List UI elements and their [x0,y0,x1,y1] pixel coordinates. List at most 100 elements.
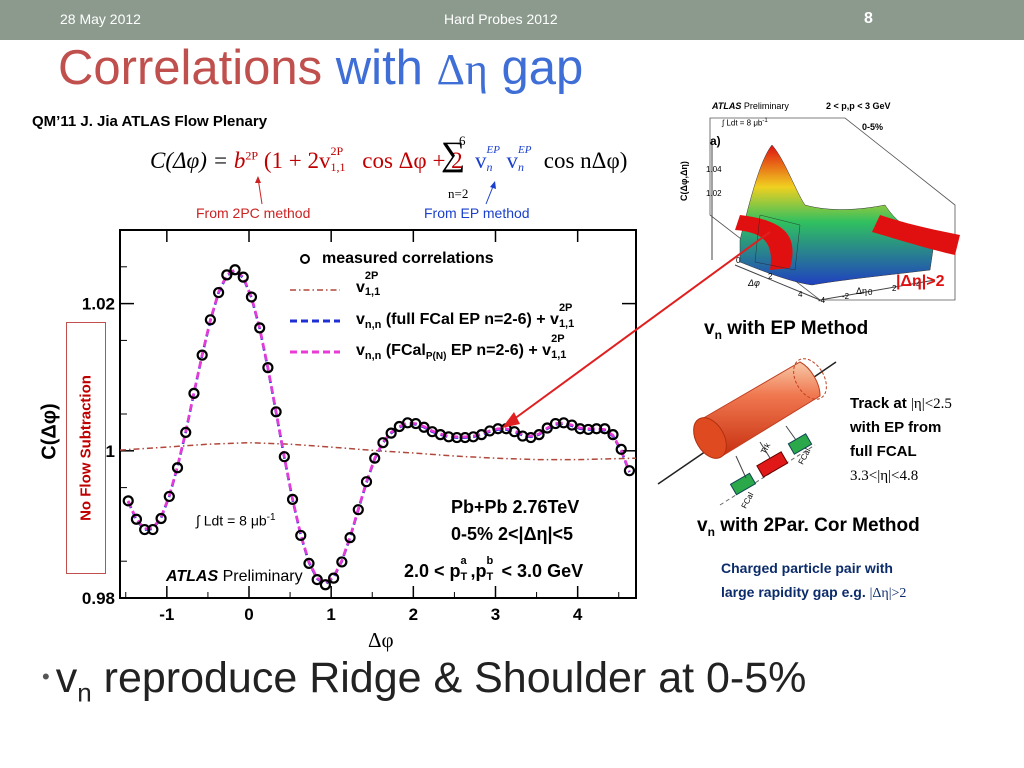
plot3d-axis-phi [734,264,821,301]
bullet-sub: n [77,677,92,708]
pair-line2a: large rapidity gap e.g. [721,584,870,600]
deta-gap-label: |Δη|>2 [896,273,945,290]
plot3d-eta-tick-2: -2 [842,292,850,301]
title-part1: Correlations [58,41,323,95]
formula-arrows [255,176,496,205]
par-method-text: with 2Par. Cor Method [714,515,920,536]
data-point [262,362,274,374]
plot3d-cent: 0-5% [862,122,884,132]
pointer-1 [735,455,747,479]
data-point [369,452,381,464]
data-point [336,556,348,568]
conference-name: Hard Probes 2012 [444,11,558,27]
formula-sum-bottom: n=2 [448,186,469,201]
data-point [229,264,241,276]
plot3d-eta-tick-5: 4 [916,280,921,289]
plot3d-ztick-2: 1.02 [706,189,722,198]
legend-pn-sub: n,n [364,350,382,363]
data-point [377,437,389,449]
y-tick-label: 1.02 [82,295,115,314]
formula-b: b [233,148,246,173]
x-tick-label: 2 [409,605,418,624]
pointer-arrow [509,231,771,423]
atlas-label: ATLAS Preliminary [166,568,303,586]
legend-full-sub: n,n [364,319,382,332]
legend-full-sup: 2P [558,302,573,314]
chart-ticks: -1 0 1 2 3 4 0.98 1 1.02 [82,230,636,624]
legend-v11-label: v 2P 1,1 [356,270,385,298]
plot3d-pt-text: 2 < p [826,101,847,111]
bullet-dot-icon: • [42,664,50,689]
legend-pn-sup: 2P [551,333,565,345]
legend-fcal-pn-label: vn,n (FCalP(N) EP n=2-6) + v 2P 1,1 [356,333,571,363]
data-point [212,286,225,299]
data-point [270,406,282,418]
data-point [623,465,636,477]
track-note: Track at |η|<2.5 with EP from full FCAL … [850,392,952,488]
data-point [171,462,184,474]
data-point [385,427,397,439]
arrow-ep-head [490,181,496,189]
ep-method-label: vn with EP Method [704,318,868,342]
track-line1a: Track at [850,395,911,412]
y-tick-label: 1 [106,442,115,461]
lumi-text: ∫ Ldt = 8 μb [196,512,267,529]
data-point [278,451,290,463]
lumi-label: ∫ Ldt = 8 μb-1 [196,512,276,529]
formula-vn1: v [475,148,487,173]
data-point [155,512,167,525]
legend-pn-main: v [356,342,365,359]
slide-date: 28 May 2012 [60,11,141,27]
pt-cut-text: 2.0 < p [404,561,461,581]
data-point [254,322,266,334]
data-point [607,429,619,441]
data-point [237,271,249,283]
plot3d-atlas: ATLAS [712,101,742,111]
plot3d-eta-tick-3: 0 [868,288,873,297]
track-line4: 3.3<|η|<4.8 [850,468,919,484]
legend-v11-sup: 2P [364,270,379,282]
detector-cylinder-end [693,417,727,459]
plot3d-axis-eta [819,279,936,301]
atlas-text: ATLAS [166,568,219,585]
data-point [221,269,233,281]
series-line-3 [127,268,631,585]
data-point [245,291,258,303]
legend-full-fcal-label: vn,n (full FCal EP n=2-6) + v 2P 1,1 [356,302,579,332]
plot3d-phi-tick-4: 4 [798,290,803,299]
plot3d-phi-label: Δφ [748,278,760,288]
data-point [599,423,611,435]
formula-v11-sup: 2P [330,144,344,158]
plot3d-pt: 2 < p,p < 3 GeV [826,101,891,111]
legend-pn-sub2: 1,1 [551,349,567,361]
detector-cylinder-far-end [793,358,827,400]
data-point [303,557,315,570]
x-tick-label: 4 [573,605,583,624]
reference-note: QM’11 J. Jia ATLAS Flow Plenary [32,113,268,130]
no-flow-subtraction-box: No Flow Subtraction [66,322,106,574]
chart-ylabel-text: C(Δφ) [38,403,61,460]
legend-full-text: (full FCal EP n=2-6) + v [381,311,559,328]
legend-measured-label: measured correlations [322,250,494,267]
x-tick-label: 0 [244,605,253,624]
detector-illustration [657,358,837,506]
formula-v11-sub: 1,1 [330,160,346,174]
data-point [196,349,208,361]
x-tick-label: -1 [159,605,174,624]
ep-method-text: with EP Method [721,318,869,339]
pt-cut-label: 2.0 < p a T ,p b T < 3.0 GeV [404,555,583,583]
track-line1b: |η|<2.5 [910,396,952,412]
plot3d-header: ATLAS Preliminary [712,101,789,111]
flow-formula: C(Δφ) = b2P (1 + 2v 2P 1,1 cos Δφ + 2 [150,144,463,174]
bullet-text: reproduce Ridge & Shoulder at 0-5% [91,654,807,702]
formula-cos1: cos Δφ + 2 [362,148,463,173]
data-point [286,493,299,505]
pt-T2: T [486,571,494,583]
legend-v11-main: v [356,279,365,296]
formula-open: (1 + 2v [263,148,331,173]
y-tick-label: 0.98 [82,589,115,608]
plot3d-illustration [709,117,960,301]
formula-sum: ∑ [441,136,466,173]
formula-vn2-sub: n [518,160,524,174]
